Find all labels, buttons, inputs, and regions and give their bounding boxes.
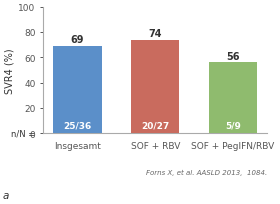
Bar bbox=[131, 40, 179, 133]
Text: 74: 74 bbox=[149, 29, 162, 39]
Text: 56: 56 bbox=[226, 52, 240, 61]
Text: 69: 69 bbox=[71, 35, 84, 45]
Text: 25/36: 25/36 bbox=[63, 121, 92, 130]
Text: n/N =: n/N = bbox=[11, 129, 35, 138]
Bar bbox=[209, 63, 257, 133]
Bar bbox=[53, 47, 102, 133]
Y-axis label: SVR4 (%): SVR4 (%) bbox=[4, 48, 14, 93]
Text: Forns X, et al. AASLD 2013,  1084.: Forns X, et al. AASLD 2013, 1084. bbox=[146, 169, 267, 175]
Text: 5/9: 5/9 bbox=[225, 121, 241, 130]
Text: a: a bbox=[3, 190, 9, 200]
Text: 20/27: 20/27 bbox=[141, 121, 169, 130]
